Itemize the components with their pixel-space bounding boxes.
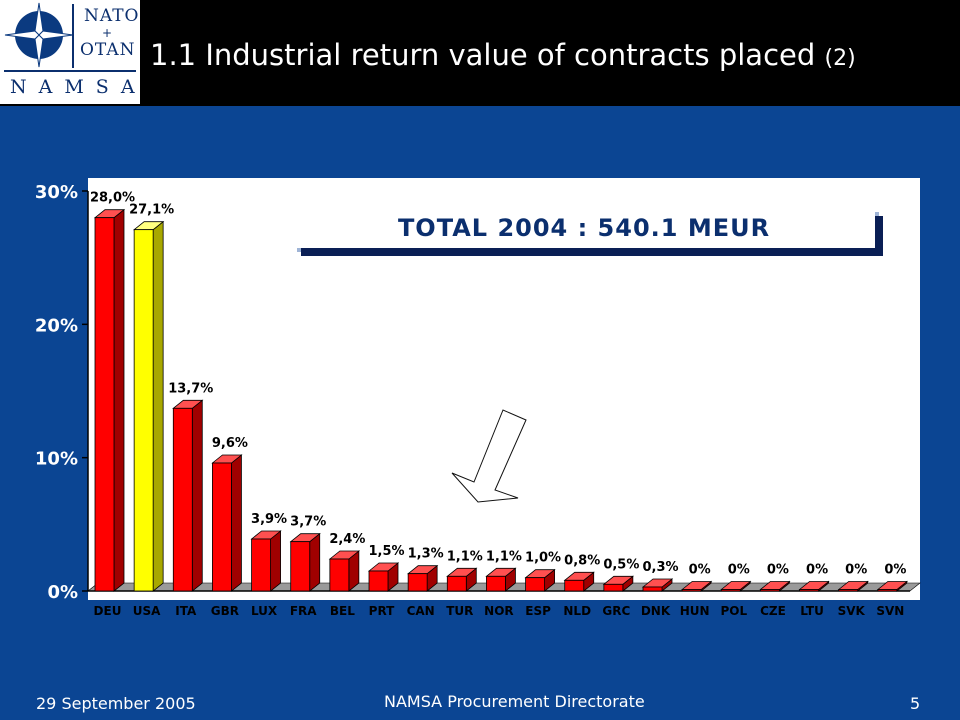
data-label: 27,1% xyxy=(129,203,174,218)
category-label: DEU xyxy=(94,604,122,618)
bar xyxy=(251,538,271,592)
data-label: 1,1% xyxy=(486,549,522,564)
footer-date: 29 September 2005 xyxy=(36,694,196,713)
category-label: POL xyxy=(720,604,747,618)
bar xyxy=(799,589,819,592)
callout-label: 6.0 MEUR xyxy=(448,366,578,394)
nato-star-icon xyxy=(2,0,76,70)
bar xyxy=(212,462,232,592)
data-label: 0% xyxy=(806,563,828,578)
logo-divider xyxy=(4,70,136,72)
category-label: BEL xyxy=(330,604,355,618)
slide-title: 1.1 Industrial return value of contracts… xyxy=(150,38,856,72)
data-label: 0% xyxy=(689,563,711,578)
category-label: SVN xyxy=(876,604,904,618)
data-label: 0% xyxy=(884,563,906,578)
bar-side xyxy=(152,220,164,592)
bar-side xyxy=(191,399,203,592)
bar xyxy=(760,589,780,592)
data-label: 0% xyxy=(728,563,750,578)
data-label: 0,5% xyxy=(603,557,639,572)
category-label: LUX xyxy=(251,604,278,618)
data-label: 0,8% xyxy=(564,553,600,568)
bar xyxy=(877,589,898,592)
category-label: PRT xyxy=(369,604,395,618)
data-label: 3,7% xyxy=(290,515,326,530)
data-label: 1,1% xyxy=(447,549,483,564)
logo-plus: + xyxy=(102,26,113,40)
bar xyxy=(486,575,506,592)
bar xyxy=(290,541,311,592)
y-tick-label: 30% xyxy=(35,182,78,203)
namsa-logo: NATO + OTAN NAMSA xyxy=(0,0,140,104)
bar xyxy=(94,217,115,592)
total-banner: TOTAL 2004 : 540.1 MEUR xyxy=(293,208,875,248)
data-label: 0% xyxy=(845,563,867,578)
category-label: DNK xyxy=(641,604,671,618)
footer-directorate: NAMSA Procurement Directorate xyxy=(384,692,645,711)
logo-otan-text: OTAN xyxy=(80,40,136,60)
bar xyxy=(603,583,624,592)
category-label: GRC xyxy=(602,604,630,618)
data-label: 1,0% xyxy=(525,551,561,566)
total-label: TOTAL 2004 : 540.1 MEUR xyxy=(397,214,771,242)
category-label: SVK xyxy=(838,604,866,618)
bar-side xyxy=(231,454,242,592)
category-label: NOR xyxy=(484,604,513,618)
category-label: USA xyxy=(133,604,161,618)
category-label: CZE xyxy=(760,604,786,618)
bar xyxy=(642,586,663,592)
bar-side xyxy=(270,530,281,592)
category-label: FRA xyxy=(290,604,317,618)
category-label: GBR xyxy=(211,604,239,618)
category-label: NLD xyxy=(563,604,591,618)
page-number: 5 xyxy=(910,694,921,713)
data-label: 0,3% xyxy=(642,560,678,575)
category-label: TUR xyxy=(446,604,473,618)
category-label: ITA xyxy=(175,604,197,618)
bar xyxy=(172,407,193,592)
data-label: 2,4% xyxy=(329,532,365,547)
header-bar xyxy=(0,0,960,106)
category-label: LTU xyxy=(800,604,824,618)
bar xyxy=(446,575,467,592)
logo-nato-text: NATO xyxy=(84,6,140,26)
data-label: 3,9% xyxy=(251,512,287,527)
data-label: 1,5% xyxy=(368,544,404,559)
category-label: CAN xyxy=(407,604,435,618)
data-label: 0% xyxy=(767,563,789,578)
data-label: 13,7% xyxy=(168,381,213,396)
bar xyxy=(407,573,428,592)
bar xyxy=(525,577,545,592)
data-label: 9,6% xyxy=(212,436,248,451)
bar xyxy=(329,558,350,592)
bar xyxy=(720,589,741,592)
slide-title-suffix: (2) xyxy=(824,46,856,71)
category-label: HUN xyxy=(680,604,710,618)
bar-side xyxy=(113,208,125,592)
y-tick-label: 0% xyxy=(47,582,78,603)
bar xyxy=(681,589,702,592)
logo-divider xyxy=(72,4,74,68)
bar xyxy=(564,579,585,592)
slide-title-main: 1.1 Industrial return value of contracts… xyxy=(150,38,816,72)
bar-side xyxy=(309,532,321,592)
y-tick-label: 10% xyxy=(35,449,78,470)
logo-namsa-text: NAMSA xyxy=(10,76,147,98)
data-label: 1,3% xyxy=(408,547,444,562)
category-label: ESP xyxy=(525,604,551,618)
bar xyxy=(368,570,389,592)
bar xyxy=(838,589,859,592)
bar xyxy=(133,229,154,592)
y-tick-label: 20% xyxy=(35,315,78,336)
data-label: 28,0% xyxy=(90,191,135,206)
